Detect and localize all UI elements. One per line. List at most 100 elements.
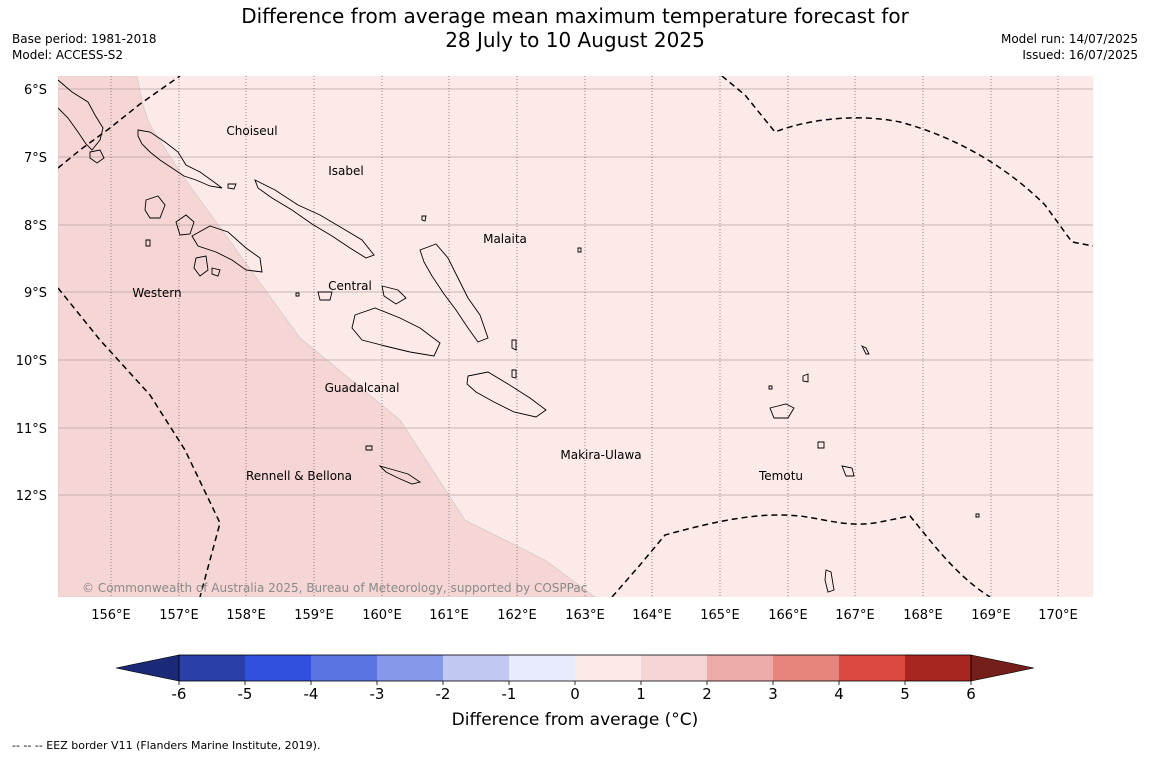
colorbar-tick-label: -1 (502, 685, 517, 703)
islet-western-far (145, 239, 151, 247)
province-label-malaita: Malaita (483, 232, 527, 246)
meta-left: Base period: 1981-2018 Model: ACCESS-S2 (12, 31, 157, 63)
province-label-western: Western (132, 286, 181, 300)
colorbar-tick-label: 1 (636, 685, 646, 703)
lon-label: 161°E (429, 608, 469, 623)
colorbar-tick-label: -4 (304, 685, 319, 703)
vella-lavella-island (144, 195, 166, 219)
title-line-2: 28 July to 10 August 2025 (445, 28, 705, 52)
reef-islands (802, 373, 809, 383)
isabel-island (254, 179, 375, 259)
bougainville-island (58, 79, 104, 151)
title-line-1: Difference from average mean maximum tem… (241, 4, 909, 28)
colorbar-segment (179, 655, 245, 681)
colorbar-segment (311, 655, 377, 681)
duff-islands (860, 344, 870, 355)
islet-central-mid (295, 292, 300, 297)
lat-label: 8°S (24, 219, 47, 234)
colorbar-over-arrow (970, 654, 1035, 682)
makira-island (466, 371, 547, 418)
province-label-guadalcanal: Guadalcanal (325, 381, 400, 395)
lon-label: 158°E (226, 608, 266, 623)
province-label-temotu: Temotu (758, 469, 803, 483)
colorbar-tick-label: -5 (238, 685, 253, 703)
map-panel: Choiseul Isabel Malaita Western Central … (58, 76, 1093, 597)
ulawa-island (511, 369, 517, 379)
province-label-rennell-bellona: Rennell & Bellona (246, 469, 352, 483)
colorbar-tick-label: 4 (834, 685, 844, 703)
province-labels: Choiseul Isabel Malaita Western Central … (132, 124, 803, 483)
islet-choiseul-east (227, 183, 237, 190)
malaita-island (419, 243, 489, 343)
lon-label: 167°E (835, 608, 875, 623)
santa-cruz-island (769, 403, 795, 419)
utupua-island (817, 441, 825, 449)
colorbar-ticks (178, 681, 972, 685)
colorbar-segment (377, 655, 443, 681)
colorbar-segment (707, 655, 773, 681)
lon-label: 160°E (362, 608, 402, 623)
vanikoro-island (841, 465, 855, 477)
colorbar-segment (905, 655, 971, 681)
colorbar-segment (575, 655, 641, 681)
lat-label: 7°S (24, 151, 47, 166)
colorbar-tick-label: 2 (702, 685, 712, 703)
florida-islands (381, 285, 407, 305)
base-period: Base period: 1981-2018 (12, 32, 157, 46)
rennell-island (378, 465, 422, 485)
lat-label: 6°S (24, 83, 47, 98)
map-title: Difference from average mean maximum tem… (0, 4, 1150, 52)
province-label-makira-ulawa: Makira-Ulawa (560, 448, 641, 462)
colorbar-tick-label: 0 (570, 685, 580, 703)
rendova-island (193, 255, 209, 277)
model-name: Model: ACCESS-S2 (12, 48, 124, 62)
colorbar-segment (443, 655, 509, 681)
bellona-island (365, 445, 373, 451)
lon-label: 169°E (971, 608, 1011, 623)
lat-label: 10°S (16, 354, 47, 369)
lon-label: 164°E (632, 608, 672, 623)
lon-label: 165°E (700, 608, 740, 623)
islet-isabel-east (421, 215, 427, 222)
colorbar-tick-label: 5 (900, 685, 910, 703)
islet-western-south (211, 267, 221, 277)
colorbar-tick-label: -6 (172, 685, 187, 703)
islet-central-east (511, 339, 517, 351)
colorbar-segment (245, 655, 311, 681)
lat-label: 12°S (16, 489, 47, 504)
lon-label: 156°E (91, 608, 131, 623)
colorbar-tick-label: -3 (370, 685, 385, 703)
longitude-labels: 156°E 157°E 158°E 159°E 160°E 161°E 162°… (91, 608, 1078, 623)
lon-label: 159°E (294, 608, 334, 623)
colorbar-segment (839, 655, 905, 681)
colorbar-tick-label: 3 (768, 685, 778, 703)
meta-right: Model run: 14/07/2025 Issued: 16/07/2025 (1001, 31, 1138, 63)
latitude-labels: 6°S 7°S 8°S 9°S 10°S 11°S 12°S (16, 83, 47, 504)
lon-label: 163°E (565, 608, 605, 623)
model-run: Model run: 14/07/2025 (1000, 32, 1138, 46)
colorbar-segment (509, 655, 575, 681)
russell-islands (317, 291, 333, 301)
anuta-island (975, 513, 980, 518)
issued-date: Issued: 16/07/2025 (1022, 48, 1138, 62)
eez-footnote: -- -- -- EEZ border V11 (Flanders Marine… (12, 739, 321, 752)
colorbar-under-arrow (115, 654, 180, 682)
colorbar: -6 -5 -4 -3 -2 -1 0 1 2 3 4 5 6 (115, 654, 1035, 703)
kolombangara-island (175, 214, 195, 236)
lon-label: 166°E (768, 608, 808, 623)
colorbar-tick-labels: -6 -5 -4 -3 -2 -1 0 1 2 3 4 5 6 (172, 685, 976, 703)
copyright-notice: © Commonwealth of Australia 2025, Bureau… (82, 581, 587, 595)
guadalcanal-island (351, 307, 441, 357)
colorbar-title: Difference from average (°C) (451, 710, 699, 730)
colorbar-tick-label: -2 (436, 685, 451, 703)
choiseul-island (137, 129, 223, 189)
tikopia-island (824, 569, 835, 593)
lon-label: 157°E (159, 608, 199, 623)
lon-label: 170°E (1038, 608, 1078, 623)
lat-label: 9°S (24, 286, 47, 301)
coastlines (58, 79, 980, 593)
eez-borders (58, 76, 1093, 597)
new-georgia-island (191, 225, 263, 273)
small-islet-northwest (89, 149, 105, 164)
